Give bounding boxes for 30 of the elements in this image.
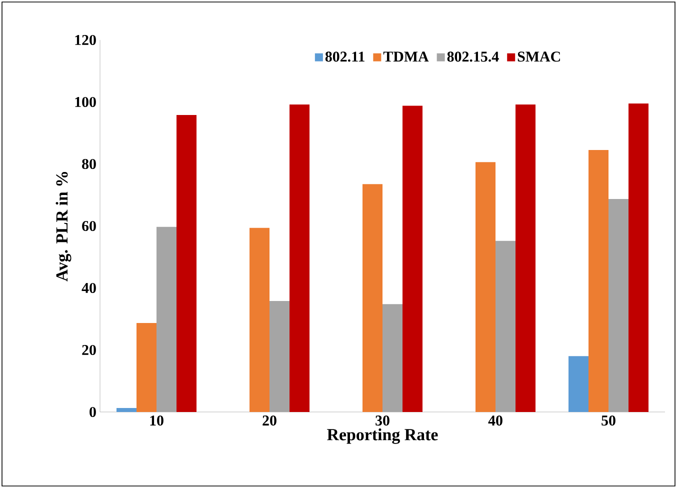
bar <box>516 104 536 412</box>
bar <box>628 104 649 412</box>
y-tick-label: 0 <box>90 406 96 418</box>
bar <box>588 150 609 412</box>
bar <box>250 228 270 412</box>
y-tick-label: 100 <box>75 96 96 108</box>
bar <box>362 184 383 412</box>
bar <box>290 104 310 412</box>
y-tick-label: 20 <box>82 344 96 356</box>
y-tick-label: 60 <box>82 220 96 232</box>
y-axis-title: Avg. PLR in % <box>56 172 72 282</box>
y-tick-label: 80 <box>82 158 96 170</box>
legend-label: 802.15.4 <box>447 52 499 62</box>
legend-label: SMAC <box>518 52 560 62</box>
x-tick-label: 50 <box>602 416 616 426</box>
bar <box>476 162 496 412</box>
x-tick-label: 40 <box>488 416 502 426</box>
bar <box>402 106 423 412</box>
legend-label: 802.11 <box>325 52 364 62</box>
bar <box>176 115 197 412</box>
x-tick-label: 30 <box>376 416 390 426</box>
y-tick-label: 120 <box>75 34 96 46</box>
y-tick-label: 40 <box>82 282 96 294</box>
bar <box>568 356 589 412</box>
bar <box>116 408 137 412</box>
x-tick-label: 20 <box>262 416 276 426</box>
x-axis-title: Reporting Rate <box>327 428 438 444</box>
x-tick-label: 10 <box>150 416 164 426</box>
bar <box>136 323 157 412</box>
legend-label: TDMA <box>383 52 429 62</box>
